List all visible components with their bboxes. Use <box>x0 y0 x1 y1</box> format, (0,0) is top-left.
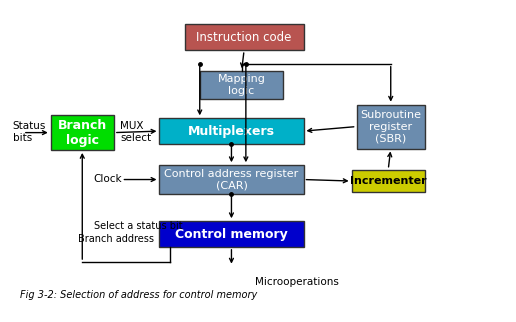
Text: Branch address: Branch address <box>78 234 154 244</box>
Text: MUX
select: MUX select <box>120 121 152 143</box>
Text: Control address register
(CAR): Control address register (CAR) <box>164 169 299 190</box>
Text: Fig 3-2: Selection of address for control memory: Fig 3-2: Selection of address for contro… <box>20 290 257 300</box>
Text: Multiplexers: Multiplexers <box>188 125 275 137</box>
FancyBboxPatch shape <box>159 221 303 247</box>
FancyBboxPatch shape <box>200 71 283 99</box>
Text: Clock: Clock <box>93 175 122 185</box>
Text: Mapping
logic: Mapping logic <box>218 74 266 96</box>
Text: Incrementer: Incrementer <box>350 176 427 186</box>
Text: Select a status bit: Select a status bit <box>93 221 182 231</box>
Text: Status
bits: Status bits <box>13 121 46 143</box>
Text: Control memory: Control memory <box>175 228 288 241</box>
FancyBboxPatch shape <box>159 165 303 194</box>
Text: Branch
logic: Branch logic <box>58 118 107 147</box>
FancyBboxPatch shape <box>185 24 303 50</box>
FancyBboxPatch shape <box>357 105 425 148</box>
Text: Instruction code: Instruction code <box>197 31 292 44</box>
Text: Microoperations: Microoperations <box>255 277 340 287</box>
Text: Subroutine
register
(SBR): Subroutine register (SBR) <box>360 110 421 143</box>
FancyBboxPatch shape <box>351 170 425 193</box>
FancyBboxPatch shape <box>159 118 303 144</box>
FancyBboxPatch shape <box>51 115 114 150</box>
